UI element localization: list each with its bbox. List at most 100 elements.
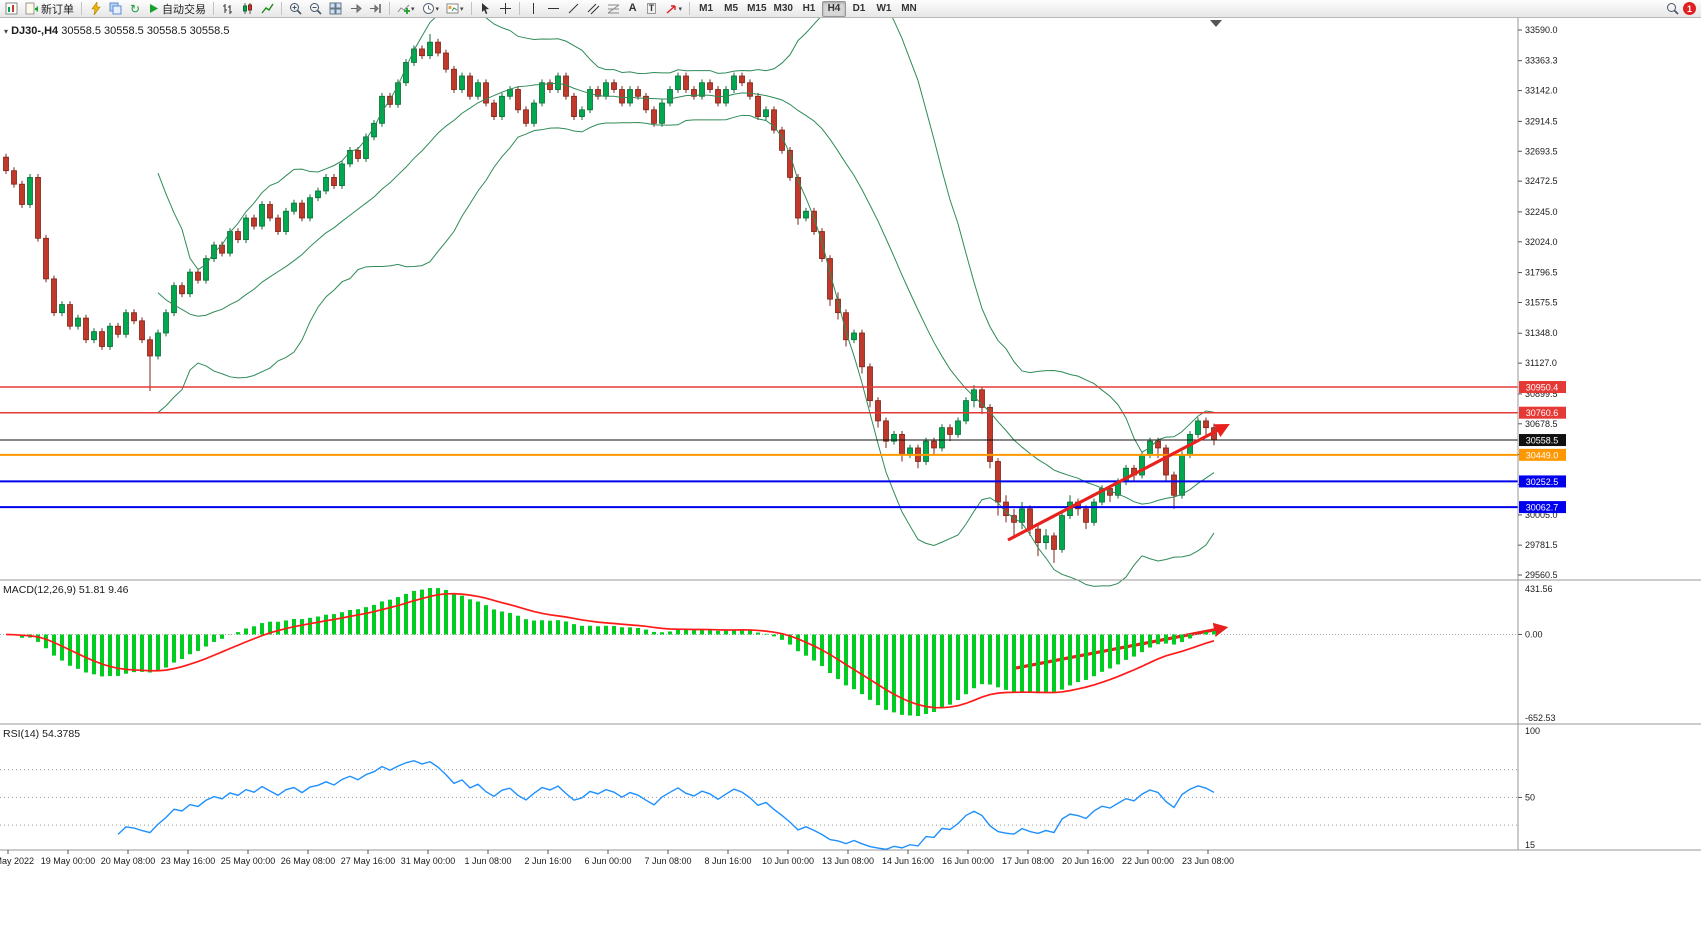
timeframe-h1-button[interactable]: H1	[797, 1, 821, 17]
toolbar-separator	[470, 2, 472, 15]
timeframe-label: M30	[773, 3, 793, 14]
chart-canvas[interactable]: 33590.0 33363.3 33142.0 32914.5 32693.5 32472…	[0, 18, 1701, 937]
timeframe-label: M5	[724, 3, 739, 14]
svg-text:29560.5: 29560.5	[1525, 570, 1558, 580]
vertical-line-icon	[532, 3, 534, 14]
candlestick-chart-button[interactable]	[238, 1, 257, 17]
new-order-icon	[25, 2, 38, 15]
search-button[interactable]	[1663, 1, 1682, 17]
play-icon	[150, 4, 158, 13]
timeframe-mn-button[interactable]: MN	[897, 1, 921, 17]
chart-shift-icon	[370, 4, 381, 13]
crosshair-icon	[499, 3, 511, 14]
refresh-button[interactable]: ↻	[126, 1, 144, 17]
horizontal-line-icon	[547, 8, 559, 9]
timeframe-m5-button[interactable]: M5	[719, 1, 743, 17]
trendline-icon	[568, 3, 578, 14]
templates-button[interactable]: ▾	[443, 1, 467, 17]
svg-text:50: 50	[1525, 792, 1535, 802]
tile-windows-button[interactable]	[326, 1, 345, 17]
rsi-pane: 100 50 15	[0, 726, 1540, 851]
auto-trading-button[interactable]: 自动交易	[145, 1, 209, 17]
auto-scroll-icon	[351, 3, 362, 14]
svg-text:10 Jun 00:00: 10 Jun 00:00	[762, 856, 814, 866]
fibonacci-button[interactable]	[604, 1, 623, 17]
cursor-icon	[481, 3, 489, 15]
timeframe-w1-button[interactable]: W1	[872, 1, 896, 17]
channel-icon	[587, 3, 599, 15]
chart-shift-marker[interactable]	[1210, 20, 1222, 27]
trend-arrows[interactable]	[1007, 423, 1230, 670]
macd-pane: 431.56 0.00 -652.53	[0, 584, 1556, 723]
candlestick-icon	[243, 3, 252, 14]
zoom-in-icon	[290, 3, 302, 15]
chart-shift-button[interactable]	[366, 1, 385, 17]
line-chart-icon	[261, 3, 274, 14]
svg-text:17 May 2022: 17 May 2022	[0, 856, 34, 866]
svg-text:32024.0: 32024.0	[1525, 237, 1558, 247]
svg-text:31575.5: 31575.5	[1525, 297, 1558, 307]
notification-badge[interactable]: 1	[1683, 2, 1696, 15]
auto-scroll-button[interactable]	[346, 1, 365, 17]
lightning-icon	[91, 2, 101, 15]
text-tool-button[interactable]: A	[624, 1, 642, 17]
bollinger-bands	[157, 18, 1215, 587]
bar-chart-icon	[223, 4, 232, 14]
periods-button[interactable]: ▾	[419, 1, 443, 17]
search-icon	[1667, 3, 1679, 15]
indicators-button[interactable]: ▾	[394, 1, 418, 17]
candlestick-series	[3, 34, 1217, 563]
dropdown-caret-icon: ▾	[460, 5, 464, 13]
svg-text:33142.0: 33142.0	[1525, 86, 1558, 96]
line-chart-button[interactable]	[258, 1, 277, 17]
toolbar: 新订单 ↻ 自动交易	[0, 0, 1701, 18]
timeframe-m15-button[interactable]: M15	[744, 1, 769, 17]
svg-text:30252.5: 30252.5	[1526, 477, 1559, 487]
new-order-button[interactable]: 新订单	[22, 1, 77, 17]
text-label-button[interactable]: T	[643, 1, 661, 17]
new-chart-button[interactable]	[2, 1, 21, 17]
text-tool-label: A	[628, 2, 637, 14]
svg-text:19 May 00:00: 19 May 00:00	[41, 856, 96, 866]
chart-window-icon	[5, 2, 18, 15]
channel-button[interactable]	[584, 1, 603, 17]
new-order-label: 新订单	[41, 3, 74, 16]
timeframe-label: M1	[699, 3, 714, 14]
bar-chart-button[interactable]	[218, 1, 237, 17]
svg-text:29781.5: 29781.5	[1525, 540, 1558, 550]
charts-button[interactable]	[106, 1, 125, 17]
arrows-tool-button[interactable]: ▾	[662, 1, 686, 17]
timeframe-d1-button[interactable]: D1	[847, 1, 871, 17]
notification-count: 1	[1686, 3, 1692, 14]
svg-text:20 Jun 16:00: 20 Jun 16:00	[1062, 856, 1114, 866]
svg-text:-652.53: -652.53	[1525, 713, 1556, 723]
layers-icon	[109, 2, 122, 15]
cursor-button[interactable]	[476, 1, 495, 17]
timeframe-label: W1	[876, 3, 892, 14]
price-scale[interactable]: 33590.0 33363.3 33142.0 32914.5 32693.5 32472…	[1518, 25, 1566, 580]
horizontal-line-button[interactable]	[544, 1, 563, 17]
zoom-in-button[interactable]	[286, 1, 305, 17]
timeframe-m30-button[interactable]: M30	[771, 1, 796, 17]
quick-deposit-button[interactable]	[86, 1, 105, 17]
svg-text:0.00: 0.00	[1525, 629, 1543, 639]
horizontal-ray-lines[interactable]	[0, 386, 1518, 509]
svg-text:31 May 00:00: 31 May 00:00	[401, 856, 456, 866]
zoom-out-icon	[310, 3, 322, 15]
svg-text:431.56: 431.56	[1525, 584, 1553, 594]
crosshair-button[interactable]	[496, 1, 515, 17]
time-axis[interactable]: 17 May 2022 19 May 00:00 20 May 08:00 23 Ma…	[0, 850, 1234, 866]
zoom-out-button[interactable]	[306, 1, 325, 17]
svg-text:13 Jun 08:00: 13 Jun 08:00	[822, 856, 874, 866]
toolbar-separator	[281, 2, 282, 15]
svg-text:31127.0: 31127.0	[1525, 358, 1557, 368]
pane-separators[interactable]	[0, 18, 1701, 851]
toolbar-separator	[213, 2, 214, 15]
svg-text:32693.5: 32693.5	[1525, 146, 1558, 156]
vertical-line-button[interactable]	[524, 1, 543, 17]
timeframe-m1-button[interactable]: M1	[694, 1, 718, 17]
timeframe-h4-button[interactable]: H4	[821, 0, 846, 17]
timeframe-label: H4	[827, 3, 841, 14]
trendline-button[interactable]	[564, 1, 583, 17]
